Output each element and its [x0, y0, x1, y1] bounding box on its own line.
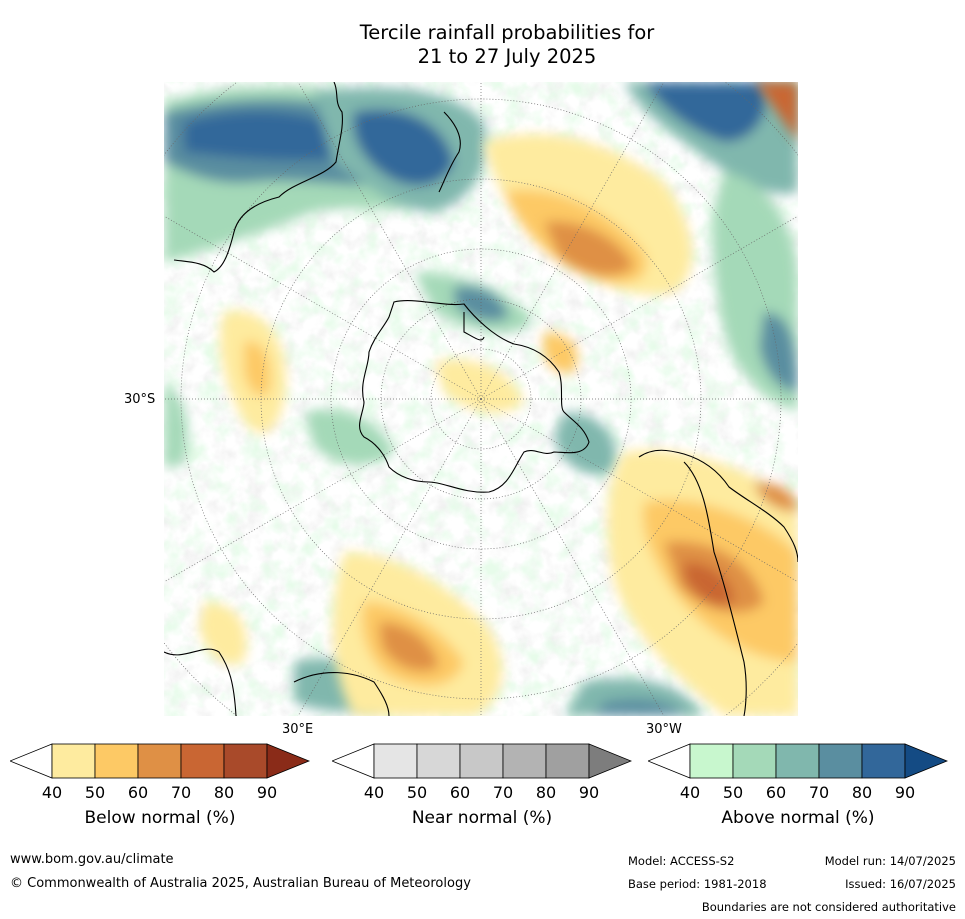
footer-url[interactable]: www.bom.gov.au/climate [10, 852, 174, 867]
tick-near-80: 80 [535, 783, 557, 802]
tick-near-60: 60 [449, 783, 471, 802]
tick-below-90: 90 [256, 783, 278, 802]
tick-above-70: 70 [808, 783, 830, 802]
antarctica-coast [359, 300, 590, 493]
tick-below-70: 70 [170, 783, 192, 802]
south-america-west-coast [683, 461, 747, 716]
footer-base-period: Base period: 1981-2018 [628, 877, 767, 891]
polar-map [164, 82, 798, 716]
tick-below-40: 40 [41, 783, 63, 802]
footer-model: Model: ACCESS-S2 [628, 854, 735, 868]
lat-label-30s: 30°S [124, 392, 156, 407]
colorbar-below-normal-svg [8, 743, 311, 779]
tick-below-80: 80 [213, 783, 235, 802]
new-zealand-coast [438, 111, 461, 193]
colorbar-near-normal [330, 743, 633, 779]
caption-above-normal: Above normal (%) [721, 808, 875, 828]
footer-model-run: Model run: 14/07/2025 [824, 854, 956, 868]
colorbar-above-normal [646, 743, 949, 779]
map-title: Tercile rainfall probabilities for 21 to… [0, 21, 965, 69]
tick-below-60: 60 [127, 783, 149, 802]
tick-near-40: 40 [363, 783, 385, 802]
africa-coast [164, 648, 237, 716]
antarctic-peninsula [463, 312, 485, 341]
tick-above-80: 80 [851, 783, 873, 802]
madagascar-region-coast [293, 672, 390, 716]
tick-above-60: 60 [765, 783, 787, 802]
tick-near-90: 90 [578, 783, 600, 802]
title-line-1: Tercile rainfall probabilities for [359, 21, 655, 44]
tick-above-50: 50 [722, 783, 744, 802]
title-line-2: 21 to 27 July 2025 [417, 45, 597, 68]
tick-above-40: 40 [679, 783, 701, 802]
coastlines [164, 82, 798, 716]
tick-near-50: 50 [406, 783, 428, 802]
australia-coast [173, 82, 343, 273]
tick-below-50: 50 [84, 783, 106, 802]
footer-copyright: © Commonwealth of Australia 2025, Austra… [10, 876, 471, 891]
footer-disclaimer: Boundaries are not considered authoritat… [701, 900, 956, 914]
lon-label-30w: 30°W [646, 722, 682, 737]
colorbar-near-normal-svg [330, 743, 633, 779]
caption-near-normal: Near normal (%) [411, 808, 553, 828]
colorbar-above-normal-svg [646, 743, 949, 779]
caption-below-normal: Below normal (%) [84, 808, 236, 828]
tick-near-70: 70 [492, 783, 514, 802]
polar-map-svg [164, 82, 798, 716]
south-america-coast [638, 449, 798, 563]
lon-label-30e: 30°E [282, 722, 314, 737]
tick-above-90: 90 [894, 783, 916, 802]
above-normal-regions [164, 82, 798, 716]
below-normal-regions [199, 82, 798, 716]
footer-issued: Issued: 16/07/2025 [845, 877, 956, 891]
graticule [164, 82, 798, 716]
colorbar-below-normal [8, 743, 311, 779]
